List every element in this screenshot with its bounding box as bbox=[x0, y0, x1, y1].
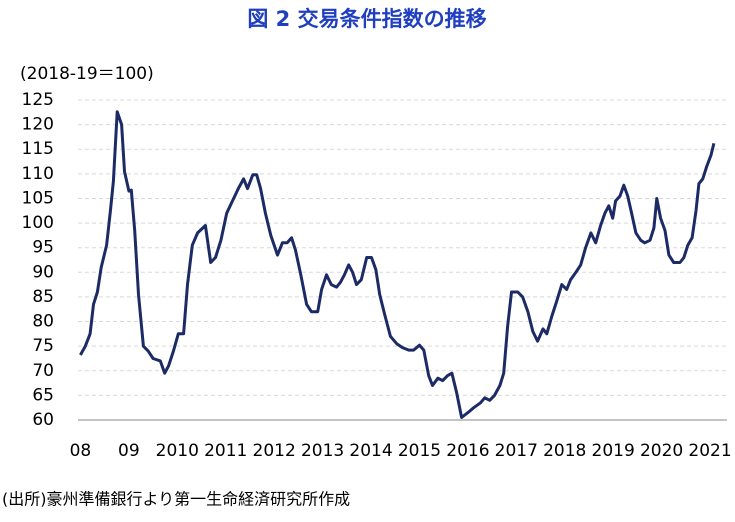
y-tick-label: 100 bbox=[22, 213, 54, 233]
x-tick-label: 2021 bbox=[688, 441, 731, 461]
y-tick-label: 105 bbox=[22, 188, 54, 208]
x-tick-label: 2020 bbox=[640, 441, 683, 461]
x-tick-label: 2011 bbox=[204, 441, 247, 461]
x-tick-label: 2018 bbox=[543, 441, 586, 461]
x-tick-label: 08 bbox=[70, 441, 92, 461]
chart-title: 図 2 交易条件指数の推移 bbox=[247, 7, 486, 31]
x-tick-label: 2010 bbox=[156, 441, 199, 461]
y-tick-label: 110 bbox=[22, 164, 54, 184]
x-tick-label: 2016 bbox=[446, 441, 489, 461]
y-tick-label: 70 bbox=[32, 361, 54, 381]
y-tick-label: 85 bbox=[32, 287, 54, 307]
y-tick-label: 60 bbox=[32, 410, 54, 430]
x-tick-label: 2014 bbox=[349, 441, 392, 461]
source-note: (出所)豪州準備銀行より第一生命経済研究所作成 bbox=[2, 490, 350, 509]
y-tick-label: 115 bbox=[22, 139, 54, 159]
x-tick-label: 2017 bbox=[495, 441, 538, 461]
y-tick-label: 75 bbox=[32, 336, 54, 356]
y-tick-label: 90 bbox=[32, 262, 54, 282]
y-tick-label: 65 bbox=[32, 385, 54, 405]
x-tick-label: 2015 bbox=[398, 441, 441, 461]
y-axis-label: (2018-19＝100) bbox=[20, 64, 154, 84]
x-tick-label: 2012 bbox=[253, 441, 296, 461]
x-tick-label: 2013 bbox=[301, 441, 344, 461]
x-tick-label: 2019 bbox=[592, 441, 635, 461]
x-tick-label: 09 bbox=[118, 441, 140, 461]
y-tick-label: 95 bbox=[32, 238, 54, 258]
line bbox=[79, 110, 716, 419]
y-tick-label: 125 bbox=[22, 90, 54, 110]
y-tick-label: 120 bbox=[22, 115, 54, 135]
y-tick-label: 80 bbox=[32, 312, 54, 332]
